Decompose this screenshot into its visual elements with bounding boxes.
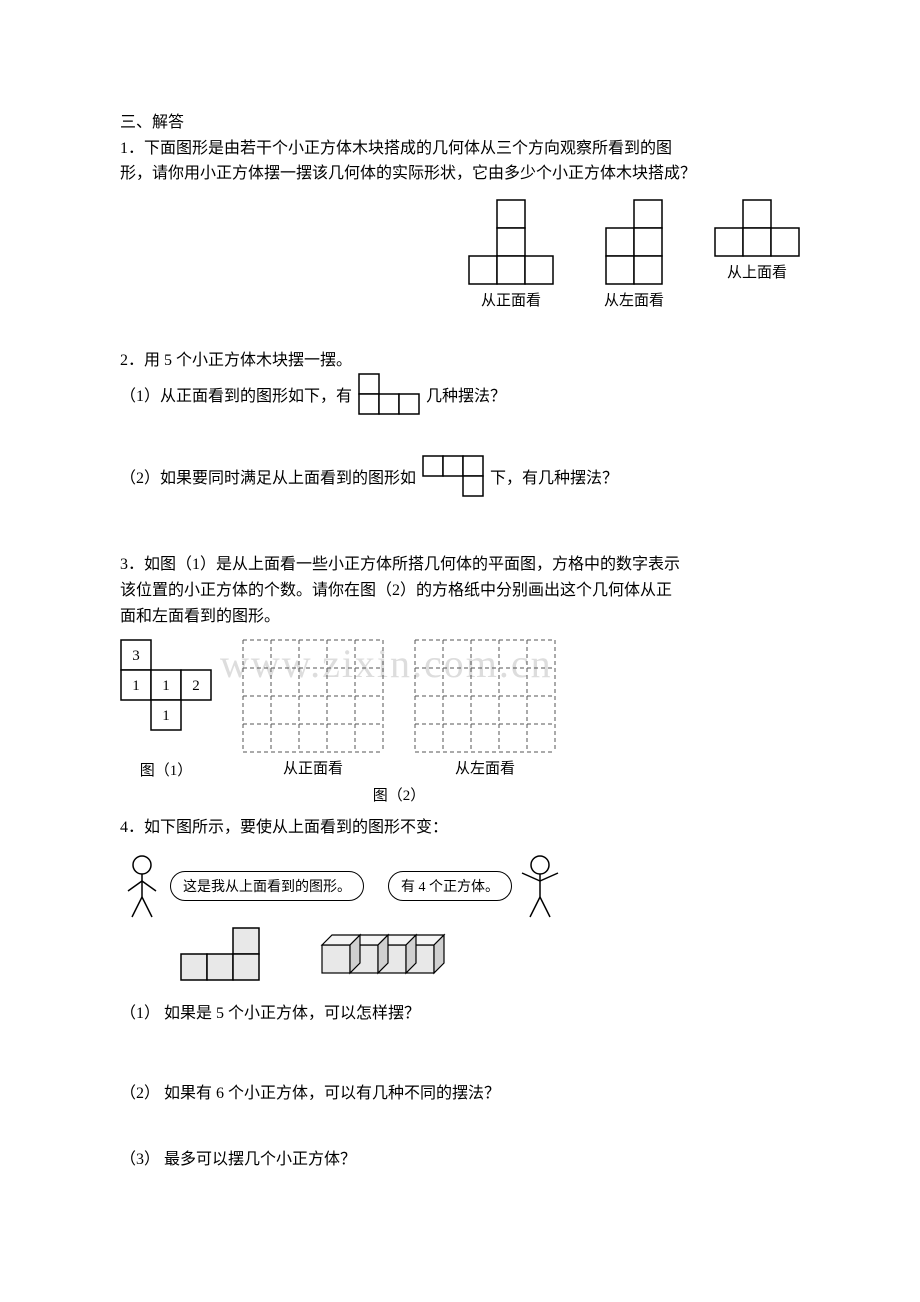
q3-text: 3．如图（1）是从上面看一些小正方体所搭几何体的平面图，方格中的数字表示	[120, 552, 800, 578]
q4-bubble1: 这是我从上面看到的图形。	[170, 871, 364, 901]
q1-front-view: 从正面看	[468, 199, 554, 310]
q1-front-svg	[468, 199, 554, 285]
q3-fig1: 3 1 1 2 1 图（1）	[120, 639, 212, 780]
q4-bubble2: 有 4 个正方体。	[388, 871, 512, 901]
q3-line2: 该位置的小正方体的个数。请你在图（2）的方格纸中分别画出这个几何体从正	[120, 578, 800, 604]
svg-text:1: 1	[162, 678, 170, 694]
q3-leftg-svg	[414, 639, 556, 753]
q1-left-caption: 从左面看	[604, 289, 664, 310]
q2-p1-a: （1）从正面看到的图形如下，有	[120, 382, 352, 406]
q4-intro: 4．如下图所示，要使从上面看到的图形不变：	[120, 815, 800, 841]
svg-text:1: 1	[132, 678, 140, 694]
q3-line1: 如图（1）是从上面看一些小正方体所搭几何体的平面图，方格中的数字表示	[144, 556, 680, 573]
q3-left-caption: 从左面看	[455, 757, 515, 778]
q3-fig2-wrap: 从正面看 从左面看 图（2）	[242, 639, 556, 805]
q3-figures: 3 1 1 2 1 图（1） 从正面看 从左面看 图（2）	[120, 639, 800, 805]
q2-p1-b: 几种摆法？	[426, 382, 506, 406]
q2-p1-line: （1）从正面看到的图形如下，有 几种摆法？	[120, 373, 800, 415]
q2-p2-shape	[422, 455, 484, 497]
q3-left-grid: 从左面看	[414, 639, 556, 778]
q4-intro-text: 如下图所示，要使从上面看到的图形不变：	[144, 819, 448, 836]
q3-fig2-caption: 图（2）	[242, 784, 556, 805]
q2-p2-a: （2）如果要同时满足从上面看到的图形如	[120, 464, 416, 488]
q4-iso-svg	[320, 933, 446, 975]
q4-number: 4．	[120, 819, 144, 836]
q2-p1-shape	[358, 373, 420, 415]
svg-text:1: 1	[162, 708, 170, 724]
q4-person-left-icon	[120, 851, 164, 921]
q3-front-caption: 从正面看	[283, 757, 343, 778]
q4-top-shape-svg	[180, 927, 260, 981]
q1-top-caption: 从上面看	[727, 261, 787, 282]
q1-text: 1．下面图形是由若干个小正方体木块搭成的几何体从三个方向观察所看到的图	[120, 136, 800, 162]
q3-number: 3．	[120, 556, 144, 573]
q2-intro-text: 用 5 个小正方体木块摆一摆。	[144, 352, 352, 369]
section-heading: 三、解答	[120, 110, 800, 136]
svg-text:2: 2	[192, 678, 200, 694]
q3-fig1-svg: 3 1 1 2 1	[120, 639, 212, 731]
q3-front-grid: 从正面看	[242, 639, 384, 778]
q1-number: 1．	[120, 140, 144, 157]
q1-left-view: 从左面看	[604, 199, 664, 310]
q3-fig1-caption: 图（1）	[140, 759, 193, 780]
q4-p3: （3） 最多可以摆几个小正方体？	[120, 1147, 800, 1173]
q1-top-svg	[714, 199, 800, 257]
q4-person-right-icon	[518, 851, 562, 921]
q1-front-caption: 从正面看	[481, 289, 541, 310]
q1-top-view: 从上面看	[714, 199, 800, 310]
q2-p2-b: 下，有几种摆法？	[490, 464, 618, 488]
q3-front-svg	[242, 639, 384, 753]
svg-text:3: 3	[132, 648, 140, 664]
q1-line1: 下面图形是由若干个小正方体木块搭成的几何体从三个方向观察所看到的图	[144, 140, 672, 157]
q2-intro: 2．用 5 个小正方体木块摆一摆。	[120, 348, 800, 374]
q4-p1: （1） 如果是 5 个小正方体，可以怎样摆？	[120, 1001, 800, 1027]
q1-left-svg	[605, 199, 663, 285]
q2-number: 2．	[120, 352, 144, 369]
q3-fig2-grids: 从正面看 从左面看	[242, 639, 556, 778]
q4-p2: （2） 如果有 6 个小正方体，可以有几种不同的摆法？	[120, 1081, 800, 1107]
q3-line3: 面和左面看到的图形。	[120, 604, 800, 630]
q4-illustration: 这是我从上面看到的图形。 有 4 个正方体。	[120, 851, 800, 981]
q1-views-row: 从正面看 从左面看 从上面看	[120, 199, 800, 310]
q1-line2: 形，请你用小正方体摆一摆该几何体的实际形状，它由多少个小正方体木块搭成？	[120, 161, 800, 187]
q2-p2-line: （2）如果要同时满足从上面看到的图形如 下，有几种摆法？	[120, 455, 800, 497]
